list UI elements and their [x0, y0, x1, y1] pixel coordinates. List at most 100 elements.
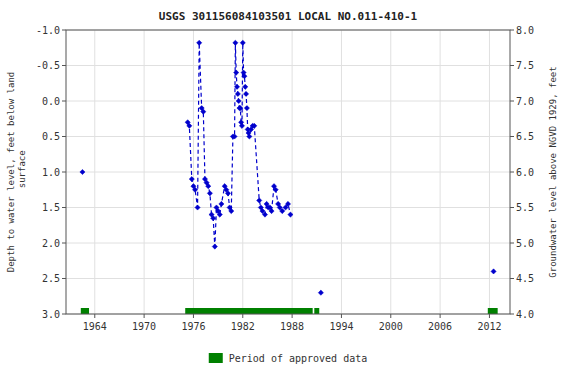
y2-tick-label: 6.5	[516, 131, 534, 142]
data-point	[225, 191, 230, 196]
y2-tick	[510, 65, 514, 66]
axes: 196419701976198219881994200020062012-1.0…	[36, 25, 534, 333]
y-tick-label: 0.0	[42, 96, 60, 107]
y-tick-label: 2.5	[42, 273, 60, 284]
x-tick	[144, 314, 145, 318]
data-point	[285, 201, 290, 206]
data-point	[235, 91, 240, 96]
y2-tick	[510, 314, 514, 315]
x-tick	[193, 314, 194, 318]
y2-tick-label: 8.0	[516, 25, 534, 36]
legend: Period of approved data	[209, 353, 367, 364]
y2-tick	[510, 172, 514, 173]
y-tick	[62, 101, 66, 102]
data-point	[252, 123, 257, 128]
title: USGS 301156084103501 LOCAL NO.011-410-1	[159, 10, 418, 23]
x-tick	[341, 314, 342, 318]
data-point	[240, 40, 245, 45]
data-line	[188, 43, 494, 272]
y-tick-label: -0.5	[36, 60, 60, 71]
y-tick	[62, 136, 66, 137]
data-point	[80, 169, 85, 174]
data-point	[236, 98, 241, 103]
y-tick-label: 2.0	[42, 238, 60, 249]
grid-line	[66, 172, 510, 173]
data-point	[189, 177, 194, 182]
y-tick	[62, 314, 66, 315]
data-point	[232, 134, 237, 139]
x-tick-label: 1988	[280, 321, 304, 332]
data-point	[239, 123, 244, 128]
x-tick	[440, 314, 441, 318]
data-point	[247, 134, 252, 139]
data-point	[243, 91, 248, 96]
approved-period	[314, 308, 319, 314]
data	[80, 40, 498, 314]
data-point	[206, 184, 211, 189]
y2-tick-label: 4.0	[516, 309, 534, 320]
data-point	[197, 40, 202, 45]
data-point	[242, 74, 247, 79]
x-tick-label: 1970	[132, 321, 156, 332]
data-point	[257, 198, 262, 203]
y2-tick-label: 6.0	[516, 167, 534, 178]
y2-tick	[510, 243, 514, 244]
legend-label: Period of approved data	[229, 353, 367, 364]
y-axis-label: Depth to water level, feet below land su…	[6, 72, 27, 272]
y2-tick-label: 7.5	[516, 60, 534, 71]
data-point	[212, 244, 217, 249]
data-point	[192, 187, 197, 192]
data-point	[238, 106, 243, 111]
data-point	[219, 201, 224, 206]
x-tick	[292, 314, 293, 318]
data-point	[234, 70, 239, 75]
data-point	[237, 106, 242, 111]
data-point	[217, 212, 222, 217]
y-tick-label: 0.5	[42, 131, 60, 142]
data-point	[195, 205, 200, 210]
y-tick-label: -1.0	[36, 25, 60, 36]
data-point	[201, 109, 206, 114]
data-point	[243, 84, 248, 89]
data-point	[233, 40, 238, 45]
data-point	[262, 212, 267, 217]
x-tick	[94, 314, 95, 318]
plot-area	[66, 30, 510, 314]
x-tick-label: 1994	[329, 321, 353, 332]
y2-tick	[510, 207, 514, 208]
grid-line	[66, 278, 510, 279]
y2-tick	[510, 30, 514, 31]
y-tick	[62, 243, 66, 244]
grid	[66, 30, 510, 314]
data-point	[229, 208, 234, 213]
data-point	[207, 191, 212, 196]
y-tick-label: 1.5	[42, 202, 60, 213]
legend-swatch	[209, 353, 223, 363]
approved-period	[81, 308, 89, 314]
y2-tick-label: 5.5	[516, 202, 534, 213]
x-tick	[489, 314, 490, 318]
x-tick-label: 1982	[231, 321, 255, 332]
chart: 196419701976198219881994200020062012-1.0…	[0, 0, 576, 384]
data-point	[187, 123, 192, 128]
approved-period	[488, 308, 498, 314]
y2-tick-label: 7.0	[516, 96, 534, 107]
y-tick	[62, 172, 66, 173]
y2-tick	[510, 101, 514, 102]
grid-line	[66, 101, 510, 102]
data-point	[318, 290, 323, 295]
data-point	[280, 208, 285, 213]
y-tick-label: 3.0	[42, 309, 60, 320]
data-point	[288, 212, 293, 217]
y2-tick-label: 4.5	[516, 273, 534, 284]
x-tick-label: 1964	[83, 321, 107, 332]
x-tick-label: 2006	[428, 321, 452, 332]
y2-tick	[510, 278, 514, 279]
y2-tick	[510, 136, 514, 137]
data-point	[273, 187, 278, 192]
grid-line	[66, 243, 510, 244]
y2-tick-label: 5.0	[516, 238, 534, 249]
data-point	[244, 106, 249, 111]
x-tick-label: 1976	[181, 321, 205, 332]
data-point	[234, 84, 239, 89]
